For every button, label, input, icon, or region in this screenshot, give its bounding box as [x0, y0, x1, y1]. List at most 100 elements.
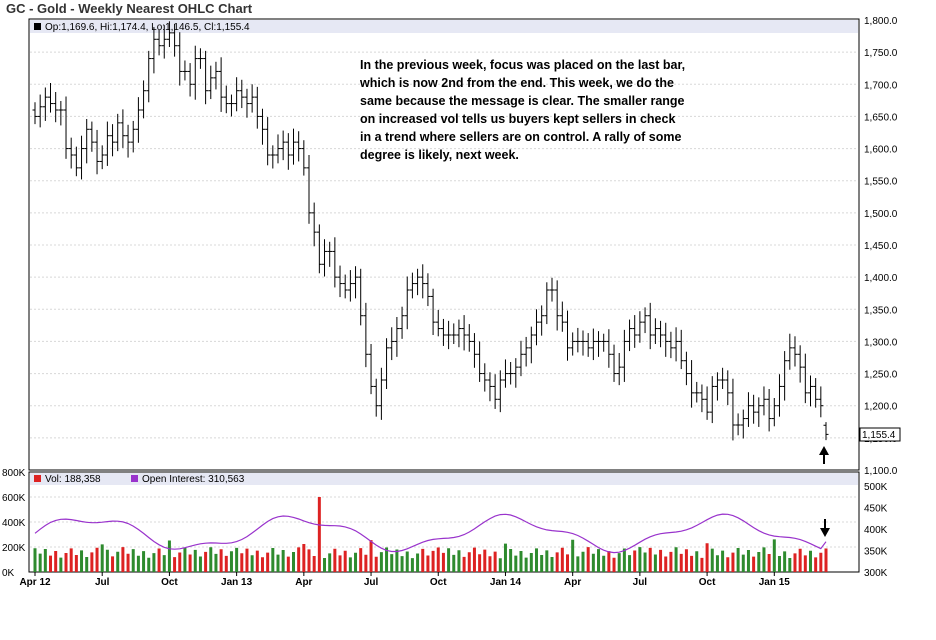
volume-bar [416, 553, 420, 572]
volume-bar [803, 555, 807, 572]
ohlc-bar [714, 372, 720, 401]
volume-bar [348, 557, 352, 572]
volume-bar [726, 557, 730, 572]
volume-bar [276, 554, 280, 572]
volume-bar [281, 550, 285, 572]
volume-bar [777, 556, 781, 572]
last-price-box [859, 427, 901, 442]
ohlc-bar [575, 327, 581, 353]
ohlc-bar [192, 45, 198, 100]
ohlc-bar [120, 109, 126, 148]
ohlc-bar [353, 266, 359, 299]
ohlc-bar [161, 25, 167, 59]
volume-bar [509, 549, 513, 572]
volume-tick-label: 0K [2, 568, 15, 579]
oi-legend: Open Interest: 310,563 [142, 474, 245, 485]
volume-bar [814, 557, 818, 572]
ohlc-bar [533, 309, 539, 346]
volume-bar [690, 555, 694, 572]
ohlc-bar [606, 329, 612, 368]
ohlc-bar [513, 358, 519, 388]
volume-bar [302, 544, 306, 572]
ohlc-bar [141, 80, 147, 119]
volume-axis: 800K 600K 400K 200K 0K [2, 468, 26, 579]
volume-bar [354, 552, 358, 572]
volume-bar [317, 497, 321, 572]
volume-bar [400, 556, 404, 572]
volume-bar [819, 552, 823, 572]
volume-bar [157, 548, 161, 572]
ohlc-bar [632, 315, 638, 348]
volume-bar [710, 548, 714, 572]
ohlc-bar [234, 77, 240, 112]
ohlc-bar [208, 65, 214, 100]
volume-bar [328, 553, 332, 572]
volume-bar [721, 550, 725, 572]
ohlc-bar [399, 306, 405, 339]
ohlc-bar [332, 237, 338, 288]
volume-bar [126, 553, 130, 572]
volume-bar [142, 551, 146, 572]
volume-bar [462, 556, 466, 572]
volume-bar [333, 548, 337, 572]
date-tick-label: Oct [161, 577, 178, 588]
date-tick-label: Apr [564, 577, 581, 588]
volume-bar [597, 549, 601, 572]
ohlc-bar [482, 363, 488, 392]
volume-bar [736, 548, 740, 572]
volume-bar [229, 551, 233, 572]
ohlc-bar [627, 319, 633, 352]
volume-bar [255, 550, 259, 572]
volume-bar [483, 549, 487, 572]
volume-bar [824, 548, 828, 572]
ohlc-bar [363, 302, 369, 368]
volume-bar [173, 557, 177, 572]
ohlc-bar [477, 341, 483, 382]
ohlc-bar [290, 128, 296, 165]
ohlc-bar [471, 333, 477, 368]
ohlc-bar [818, 386, 824, 418]
volume-bar [33, 548, 37, 572]
volume-bar [85, 557, 89, 572]
volume-bar [612, 557, 616, 572]
date-axis: Apr 12 Jul Oct Jan 13 Apr Jul Oct Jan 14 Apr Jul O… [19, 572, 790, 588]
annotation-line: which is now 2nd from the end. This week… [360, 76, 674, 90]
ohlc-bar [440, 318, 446, 346]
price-tick-label: 1,700.0 [864, 80, 898, 91]
volume-bar [343, 550, 347, 572]
volume-bar [783, 551, 787, 572]
ohlc-bar [663, 322, 669, 357]
volume-bar [323, 558, 327, 572]
volume-bar [390, 554, 394, 572]
volume-bar [188, 554, 192, 572]
ohlc-bar [306, 155, 312, 224]
open-interest-tick-label: 300K [864, 568, 888, 579]
volume-bar [297, 547, 301, 572]
ohlc-bar [792, 336, 798, 367]
ohlc-bar [404, 276, 410, 330]
annotation-line: same because the message is clear. The s… [360, 94, 685, 108]
volume-bar [214, 553, 218, 572]
ohlc-bar [756, 397, 762, 427]
ohlc-bar [704, 386, 710, 420]
volume-bar [762, 547, 766, 572]
date-tick-label: Jan 15 [759, 577, 791, 588]
date-tick-label: Apr [295, 577, 312, 588]
date-tick-label: Oct [430, 577, 447, 588]
ohlc-bar [590, 328, 596, 361]
volume-bar [369, 540, 373, 572]
volume-bar [674, 547, 678, 572]
volume-bar [467, 552, 471, 572]
ohlc-bar [518, 340, 524, 377]
date-tick-label: Jul [95, 577, 110, 588]
ohlc-bar [735, 413, 741, 436]
ohlc-bar [296, 131, 302, 162]
ohlc-bar [378, 367, 384, 420]
volume-bar [741, 554, 745, 572]
volume-bar [679, 553, 683, 572]
ohlc-bar [745, 392, 751, 427]
ohlc-bar [79, 135, 85, 180]
ohlc-bar [787, 333, 793, 370]
ohlc-bar [259, 108, 265, 145]
ohlc-bar [99, 145, 105, 170]
